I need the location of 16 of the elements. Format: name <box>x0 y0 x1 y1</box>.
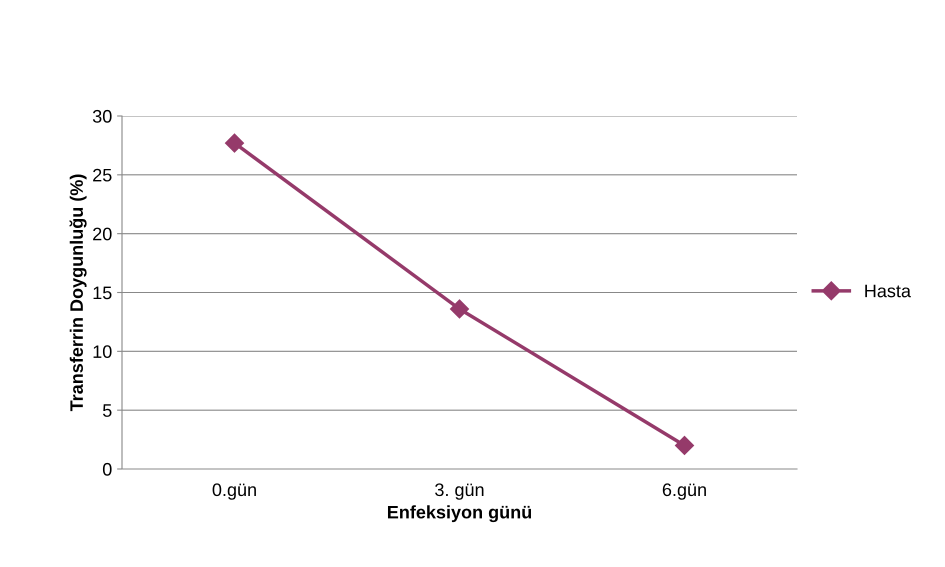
y-tick-label: 15 <box>94 286 112 300</box>
point <box>450 299 470 319</box>
x-axis-title: Enfeksiyon günü <box>388 505 532 522</box>
y-tick-label: 5 <box>102 404 112 417</box>
y-tick-label: 0 <box>102 462 112 476</box>
y-tick-label: 30 <box>92 110 112 123</box>
y-axis-title: Transferrin Doygunluğu (%) <box>70 174 87 412</box>
x-tick-label: 3. gün <box>435 483 484 500</box>
y-tick-label: 10 <box>94 345 112 358</box>
x-tick-label: 0.gün <box>212 483 256 500</box>
y-tick-label: 25 <box>93 168 112 182</box>
y-tick-label: 20 <box>93 228 112 240</box>
point <box>224 134 244 153</box>
legend-label: Hasta <box>865 284 911 298</box>
point <box>674 436 694 455</box>
x-tick-label: 6.gün <box>662 483 706 500</box>
